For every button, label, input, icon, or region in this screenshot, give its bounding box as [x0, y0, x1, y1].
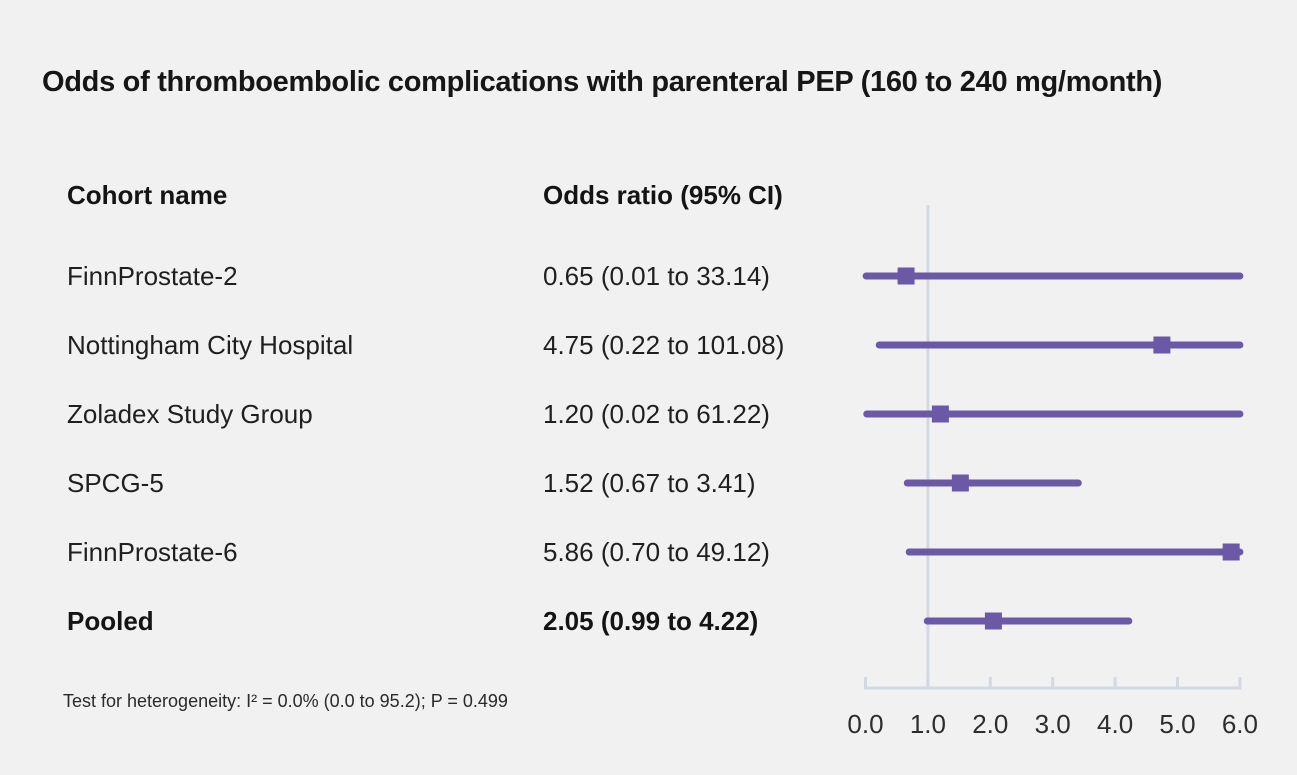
odds-ratio-value: 0.65 (0.01 to 33.14): [543, 261, 770, 291]
cohort-name: Nottingham City Hospital: [67, 330, 354, 360]
svg-text:6.0: 6.0: [1222, 709, 1258, 739]
svg-text:1.0: 1.0: [910, 709, 946, 739]
cohort-name: FinnProstate-6: [67, 537, 238, 567]
odds-ratio-value: 1.52 (0.67 to 3.41): [543, 468, 756, 498]
svg-text:0.0: 0.0: [847, 709, 883, 739]
cohort-name: FinnProstate-2: [67, 261, 238, 291]
odds-ratio-value-pooled: 2.05 (0.99 to 4.22): [543, 606, 759, 636]
svg-text:4.0: 4.0: [1097, 709, 1133, 739]
heterogeneity-note: Test for heterogeneity: I² = 0.0% (0.0 t…: [63, 691, 508, 711]
svg-text:5.0: 5.0: [1159, 709, 1195, 739]
odds-ratio-value: 1.20 (0.02 to 61.22): [543, 399, 770, 429]
cohort-name-header: Cohort name: [67, 180, 228, 210]
chart-title: Odds of thromboembolic complications wit…: [42, 66, 1163, 98]
odds-ratio-header: Odds ratio (95% CI): [543, 180, 783, 210]
cohort-name-pooled: Pooled: [67, 606, 154, 636]
odds-ratio-value: 4.75 (0.22 to 101.08): [543, 330, 785, 360]
cohort-name: Zoladex Study Group: [67, 399, 313, 429]
odds-ratio-value: 5.86 (0.70 to 49.12): [543, 537, 770, 567]
cohort-name: SPCG-5: [67, 468, 164, 498]
svg-text:2.0: 2.0: [972, 709, 1008, 739]
svg-text:3.0: 3.0: [1035, 709, 1071, 739]
